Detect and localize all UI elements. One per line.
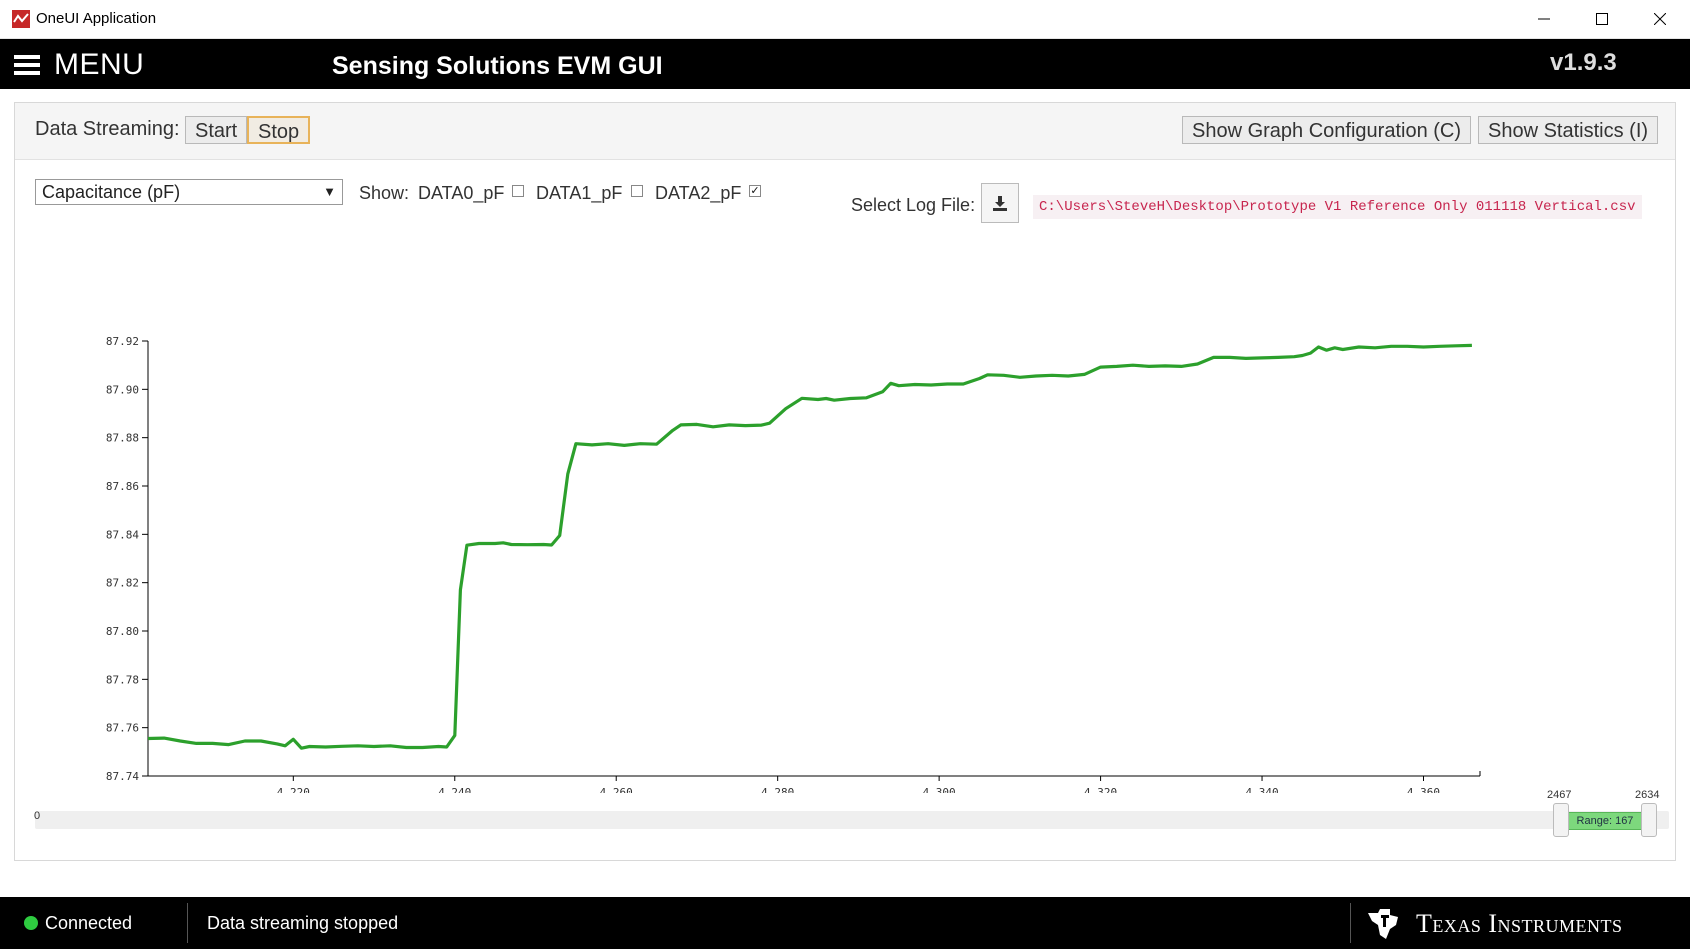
y-tick-label: 87.78 bbox=[106, 673, 139, 686]
app-title: Sensing Solutions EVM GUI bbox=[332, 52, 663, 80]
log-file-path: C:\Users\SteveH\Desktop\Prototype V1 Ref… bbox=[1033, 195, 1642, 219]
x-tick-label: 4,260 bbox=[600, 786, 633, 793]
window-title: OneUI Application bbox=[36, 10, 157, 27]
series-line-data2-pf bbox=[147, 343, 1472, 750]
x-tick-label: 4,320 bbox=[1084, 786, 1117, 793]
data-streaming-label: Data Streaming: bbox=[35, 118, 180, 140]
connection-status: Connected bbox=[45, 913, 133, 933]
slider-min-label: 0 bbox=[34, 810, 41, 822]
y-tick-label: 87.80 bbox=[106, 625, 139, 638]
channel-label-data1: DATA1_pF bbox=[536, 183, 623, 203]
channel-label-data2: DATA2_pF bbox=[655, 183, 742, 203]
streaming-toolbar: Data Streaming: Start Stop Show Graph Co… bbox=[15, 103, 1675, 160]
y-tick-label: 87.84 bbox=[106, 528, 139, 541]
texas-instruments-logo-icon bbox=[1368, 909, 1398, 939]
brand-name: Texas Instruments bbox=[1416, 909, 1623, 938]
window-titlebar: OneUI Application bbox=[0, 0, 1690, 39]
app-logo-icon bbox=[12, 10, 30, 28]
capacitance-chart: 87.74 87.76 87.78 87.80 87.82 87.84 87.86 87.88… bbox=[106, 335, 1481, 793]
slider-high-value: 2634 bbox=[1635, 789, 1660, 801]
unit-select-value: Capacitance (pF) bbox=[42, 182, 181, 202]
y-tick-label: 87.76 bbox=[106, 722, 139, 735]
channel-label-data0: DATA0_pF bbox=[418, 183, 505, 203]
download-icon bbox=[993, 196, 1007, 211]
slider-low-handle[interactable] bbox=[1553, 803, 1569, 837]
status-bar: Connected Data streaming stopped Texas I… bbox=[0, 897, 1690, 949]
status-divider bbox=[187, 903, 188, 943]
x-tick-label: 4,300 bbox=[923, 786, 956, 793]
slider-low-value: 2467 bbox=[1547, 789, 1572, 801]
close-icon bbox=[1654, 13, 1666, 25]
unit-select[interactable]: Capacitance (pF) ▼ bbox=[35, 179, 343, 205]
y-tick-label: 87.74 bbox=[106, 770, 139, 783]
show-graph-config-button[interactable]: Show Graph Configuration (C) bbox=[1182, 116, 1472, 144]
show-statistics-button[interactable]: Show Statistics (I) bbox=[1478, 116, 1659, 144]
maximize-icon bbox=[1596, 13, 1608, 25]
connection-status-icon bbox=[24, 916, 38, 930]
close-button[interactable] bbox=[1631, 0, 1689, 38]
range-slider-track[interactable] bbox=[35, 811, 1669, 829]
maximize-button[interactable] bbox=[1573, 0, 1631, 38]
menu-button[interactable]: MENU bbox=[54, 48, 145, 81]
x-tick-label: 4,360 bbox=[1407, 786, 1440, 793]
minimize-button[interactable] bbox=[1515, 0, 1573, 38]
checkbox-data1[interactable] bbox=[631, 185, 643, 197]
streaming-status-message: Data streaming stopped bbox=[207, 913, 399, 933]
checkbox-data0[interactable] bbox=[512, 185, 524, 197]
start-button[interactable]: Start bbox=[185, 116, 248, 144]
x-tick-label: 4,280 bbox=[761, 786, 794, 793]
y-tick-label: 87.82 bbox=[106, 577, 139, 590]
dropdown-arrow-icon: ▼ bbox=[323, 184, 336, 199]
slider-high-handle[interactable] bbox=[1641, 803, 1657, 837]
y-tick-label: 87.92 bbox=[106, 335, 139, 348]
minimize-icon bbox=[1538, 18, 1550, 20]
checkbox-data2[interactable]: ✓ bbox=[749, 185, 761, 197]
hamburger-menu-icon[interactable] bbox=[14, 55, 40, 75]
main-panel: Data Streaming: Start Stop Show Graph Co… bbox=[14, 102, 1676, 861]
app-header: MENU Sensing Solutions EVM GUI v1.9.3 bbox=[0, 39, 1690, 89]
select-log-file-button[interactable] bbox=[981, 183, 1019, 223]
x-tick-label: 4,220 bbox=[277, 786, 310, 793]
version-label: v1.9.3 bbox=[1550, 49, 1617, 76]
y-tick-label: 87.90 bbox=[106, 383, 139, 396]
select-log-file-label: Select Log File: bbox=[851, 195, 976, 215]
status-divider bbox=[1350, 903, 1351, 943]
x-tick-label: 4,340 bbox=[1245, 786, 1278, 793]
stop-button[interactable]: Stop bbox=[247, 116, 311, 144]
y-tick-label: 87.88 bbox=[106, 432, 139, 445]
show-label: Show: bbox=[359, 183, 410, 203]
slider-selected-range[interactable]: Range: 167 bbox=[1561, 812, 1649, 830]
y-tick-label: 87.86 bbox=[106, 480, 139, 493]
x-tick-label: 4,240 bbox=[438, 786, 471, 793]
